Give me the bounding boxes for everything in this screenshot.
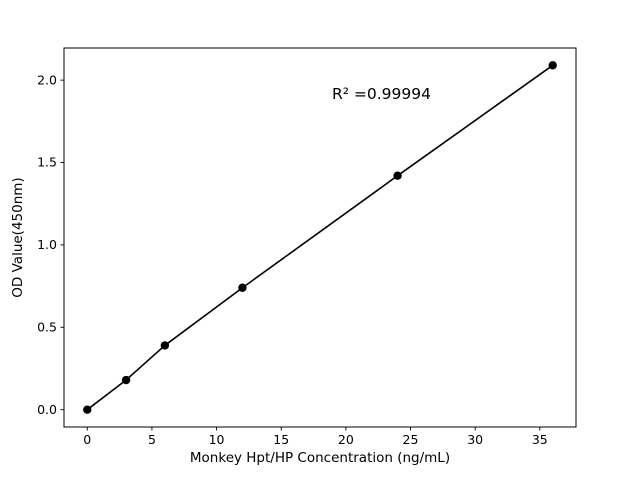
x-tick-label: 35: [532, 432, 548, 447]
data-point: [238, 283, 247, 292]
x-tick-label: 10: [209, 432, 225, 447]
data-line: [86, 64, 554, 411]
x-axis-label: Monkey Hpt/HP Concentration (ng/mL): [190, 450, 450, 466]
y-tick-label: 0.0: [37, 402, 57, 417]
y-tick-label: 1.5: [37, 155, 57, 170]
y-tick-label: 1.0: [37, 237, 57, 252]
y-tick-label: 2.0: [37, 72, 57, 87]
x-tick-label: 5: [148, 432, 156, 447]
data-point: [393, 171, 402, 180]
y-tick-label: 0.5: [37, 320, 57, 335]
data-point: [83, 405, 92, 414]
x-tick-label: 20: [338, 432, 354, 447]
data-point: [548, 61, 557, 70]
y-axis-label: OD Value(450nm): [10, 177, 26, 297]
r-squared-annotation: R² =0.99994: [332, 85, 431, 103]
x-tick-label: 25: [403, 432, 419, 447]
x-tick-label: 0: [83, 432, 91, 447]
data-point: [160, 341, 170, 350]
x-tick-label: 30: [467, 432, 483, 447]
data-point: [121, 375, 131, 385]
x-tick-label: 15: [273, 432, 289, 447]
plot-border: [63, 47, 577, 428]
